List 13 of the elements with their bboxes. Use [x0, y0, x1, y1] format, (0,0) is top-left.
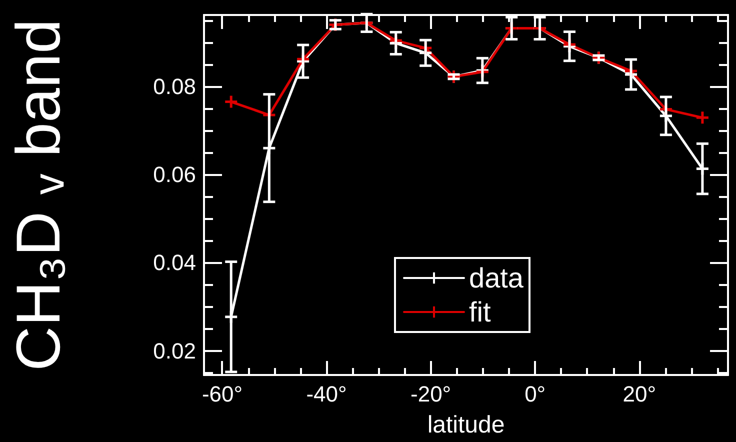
x-tick-label: -60°	[202, 382, 243, 406]
y-tick-label: 0.04	[153, 250, 196, 276]
y-axis-title: CH₃D ᵥ band	[4, 19, 74, 371]
y-tick-label: 0.08	[153, 74, 196, 99]
x-tick-label: 20°	[622, 382, 656, 406]
x-tick-label: -20°	[410, 382, 452, 406]
y-tick-label: 0.02	[153, 338, 196, 364]
legend-label: fit	[469, 296, 491, 328]
x-tick-label: 0°	[524, 382, 546, 406]
x-tick-label: -40°	[306, 382, 347, 406]
y-tick-label: 0.06	[153, 162, 196, 188]
legend-label: data	[469, 262, 524, 294]
x-axis-title: latitude	[427, 412, 505, 438]
